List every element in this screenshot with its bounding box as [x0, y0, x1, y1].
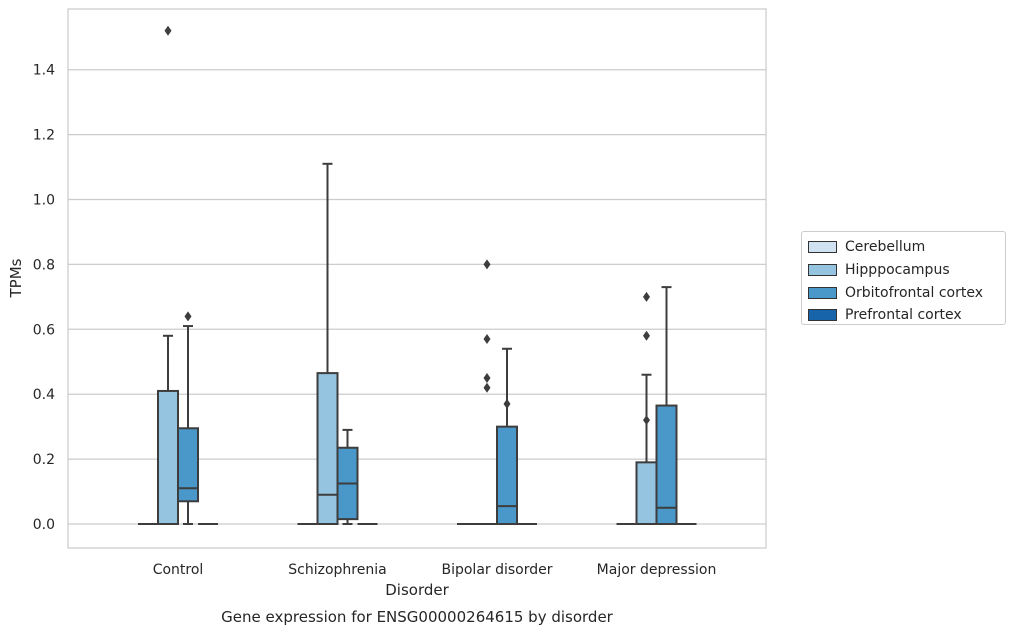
outlier-point [483, 372, 491, 383]
plot-area-frame [67, 8, 767, 549]
outlier-point [184, 311, 192, 322]
legend-item: Prefrontal cortex [808, 304, 1005, 327]
x-tick-label: Bipolar disorder [441, 562, 552, 578]
y-tick-label: 0.6 [33, 322, 55, 338]
x-axis-ticks: Control Schizophrenia Bipolar disorder Majo… [153, 562, 717, 578]
x-tick-label: Major depression [597, 562, 717, 578]
box-hipppocampus [316, 162, 339, 526]
y-tick-label: 0.4 [33, 387, 55, 403]
box-series [138, 25, 697, 526]
y-tick-label: 1.0 [33, 193, 55, 209]
box-iqr [157, 389, 179, 525]
box-iqr [496, 425, 518, 525]
box-hipppocampus [157, 25, 179, 525]
outlier-point [483, 259, 491, 270]
legend-swatch [808, 309, 837, 322]
box-hipppocampus [635, 291, 658, 525]
box-orbitofrontal-cortex [496, 347, 518, 525]
outlier-point [503, 398, 511, 409]
y-axis-label: TPMs [7, 258, 25, 298]
box-iqr [655, 404, 678, 525]
legend-swatch [808, 286, 837, 299]
legend-item: Cerebellum [808, 236, 1005, 259]
legend-label: Orbitofrontal cortex [845, 284, 983, 301]
outlier-point [643, 291, 650, 302]
x-axis-label: Disorder [385, 581, 449, 599]
legend-label: Hipppocampus [845, 262, 950, 279]
y-tick-label: 1.2 [33, 128, 55, 144]
outlier-point [483, 334, 491, 345]
box-iqr [635, 461, 658, 525]
legend-item: Hipppocampus [808, 259, 1005, 282]
chart-caption: Gene expression for ENSG00000264615 by d… [221, 608, 614, 626]
legend: Cerebellum Hipppocampus Orbitofrontal cort… [801, 231, 1006, 325]
y-axis-ticks: 0.0 0.2 0.4 0.6 0.8 1.0 1.2 1.4 [33, 63, 55, 533]
y-tick-label: 0.8 [33, 257, 55, 273]
y-tick-label: 0.2 [33, 452, 55, 468]
box-orbitofrontal-cortex [177, 311, 199, 525]
legend-swatch [808, 264, 837, 277]
legend-label: Cerebellum [845, 239, 926, 256]
box-orbitofrontal-cortex [336, 428, 359, 525]
outlier-point [643, 330, 650, 341]
legend-label: Prefrontal cortex [845, 307, 962, 324]
box-hipppocampus [477, 259, 497, 525]
box-iqr [177, 427, 199, 503]
legend-item: Orbitofrontal cortex [808, 281, 1005, 304]
x-tick-label: Control [153, 562, 204, 578]
box-iqr [316, 372, 339, 526]
box-orbitofrontal-cortex [655, 286, 678, 525]
legend-swatch [808, 241, 837, 254]
y-tick-label: 0.0 [33, 517, 55, 533]
outlier-point [643, 415, 650, 426]
y-tick-label: 1.4 [33, 63, 55, 79]
outlier-point [483, 382, 491, 393]
outlier-point [164, 25, 172, 36]
x-tick-label: Schizophrenia [288, 562, 386, 578]
